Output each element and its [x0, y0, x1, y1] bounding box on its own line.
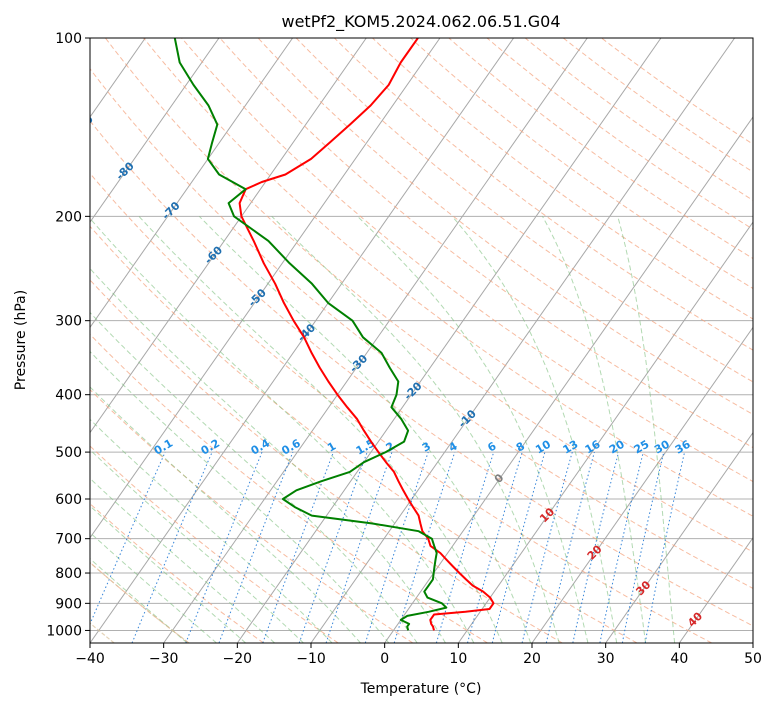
mixing-ratio-line	[599, 451, 644, 643]
mixing-ratio-line	[521, 451, 573, 643]
moist-adiabat-line	[357, 215, 589, 643]
x-tick-label: 10	[449, 651, 467, 667]
dry-adiabat-line	[448, 38, 753, 260]
dry-adiabat-line	[90, 445, 339, 643]
dry-adiabat-line	[90, 333, 488, 643]
mixing-ratio-line	[90, 451, 166, 626]
moist-adiabat-line	[90, 217, 475, 643]
dry-adiabat-line	[295, 38, 753, 383]
moist-adiabat-line	[90, 386, 361, 643]
isotherm-line	[90, 38, 367, 434]
y-tick-label: 700	[55, 532, 82, 548]
y-tick-label: 400	[55, 388, 82, 404]
dry-adiabat-line	[90, 388, 414, 643]
dry-adiabat-line	[524, 38, 753, 201]
moist-adiabat-line	[90, 477, 275, 643]
x-axis: −40 −30 −20 −10 0 10 20 30 40 50	[75, 643, 762, 667]
x-tick-label: −10	[296, 651, 326, 667]
y-tick-label: 100	[55, 31, 82, 47]
isotherm-line	[90, 38, 441, 539]
isotherm-line	[384, 116, 753, 643]
dry-adiabat-line	[90, 225, 638, 643]
x-tick-label: −40	[75, 651, 105, 667]
moist-adiabat-line	[617, 216, 676, 643]
isotherm-line	[457, 221, 753, 643]
y-tick-label: 900	[55, 596, 82, 612]
isotherm-line	[90, 38, 294, 329]
moist-adiabat-line	[90, 531, 217, 643]
mixing-ratio-line	[572, 451, 620, 643]
mixing-ratio-line	[185, 451, 263, 643]
dry-adiabat-line	[90, 503, 264, 643]
isotherm-line	[236, 38, 662, 643]
profile-lines	[173, 38, 495, 631]
isotherm-line	[531, 326, 753, 643]
mixing-ratio-line	[218, 451, 294, 643]
moist-adiabat-line	[271, 215, 560, 643]
moist-adiabat-line	[90, 267, 446, 643]
dry-adiabat-line	[219, 38, 753, 449]
mixing-ratio-line	[262, 451, 334, 643]
x-tick-label: 0	[380, 651, 389, 667]
moist-adiabat-line	[138, 215, 503, 643]
y-tick-label: 300	[55, 314, 82, 330]
mixing-ratio-line	[131, 451, 213, 643]
plot-frame	[89, 37, 754, 644]
y-tick-label: 200	[55, 209, 82, 225]
dry-adiabat-line	[90, 68, 753, 590]
isotherm-line	[605, 431, 753, 643]
y-tick-label: 600	[55, 492, 82, 508]
moist-adiabat-line	[90, 505, 246, 643]
dry-adiabat-line	[372, 38, 753, 320]
dry-adiabat-line	[334, 38, 753, 351]
chart-title: wetPf2_KOM5.2024.062.06.51.G04	[281, 12, 560, 32]
moist-adiabat-line	[90, 558, 188, 643]
dry-adiabat-line	[90, 172, 712, 643]
mixing-ratio-line	[298, 451, 368, 643]
isotherm-line	[90, 38, 220, 224]
mixing-ratio-line	[435, 451, 495, 643]
x-tick-label: 50	[744, 651, 762, 667]
x-tick-label: −20	[223, 651, 253, 667]
y-tick-label: 500	[55, 445, 82, 461]
x-tick-label: 20	[523, 651, 541, 667]
y-tick-label: 1000	[46, 623, 82, 639]
isotherm-line	[310, 38, 736, 643]
background-lines	[90, 38, 753, 643]
dry-adiabat-line	[105, 38, 753, 553]
y-axis-title: Pressure (hPa)	[13, 290, 29, 390]
isotherm-line	[678, 536, 753, 643]
moist-adiabat-line	[90, 350, 390, 643]
moist-adiabat-line	[451, 215, 618, 643]
mixing-ratio-line	[545, 451, 595, 643]
mixing-ratio-line	[325, 451, 393, 643]
y-tick-label: 800	[55, 566, 82, 582]
isotherm-label: -90	[73, 112, 96, 135]
y-axis: 100 200 300 400 500 600 700 800 900 1000	[46, 31, 90, 639]
x-tick-label: 40	[670, 651, 688, 667]
mixing-ratio-line	[467, 451, 523, 643]
moist-adiabat-line	[90, 449, 304, 643]
isotherm-line	[163, 38, 588, 643]
dry-adiabat-line	[90, 120, 753, 627]
dry-adiabat-line	[143, 38, 753, 517]
mixing-ratio-line	[491, 451, 546, 643]
dewpoint-profile-line	[173, 38, 448, 631]
x-tick-label: 30	[597, 651, 615, 667]
dry-adiabat-line	[562, 38, 753, 173]
x-tick-label: −30	[149, 651, 179, 667]
moist-adiabat-line	[198, 215, 532, 643]
temperature-profile-line	[238, 38, 495, 631]
mixing-ratio-line	[364, 451, 429, 643]
dry-adiabat-line	[90, 279, 563, 643]
x-axis-title: Temperature (°C)	[360, 681, 482, 697]
